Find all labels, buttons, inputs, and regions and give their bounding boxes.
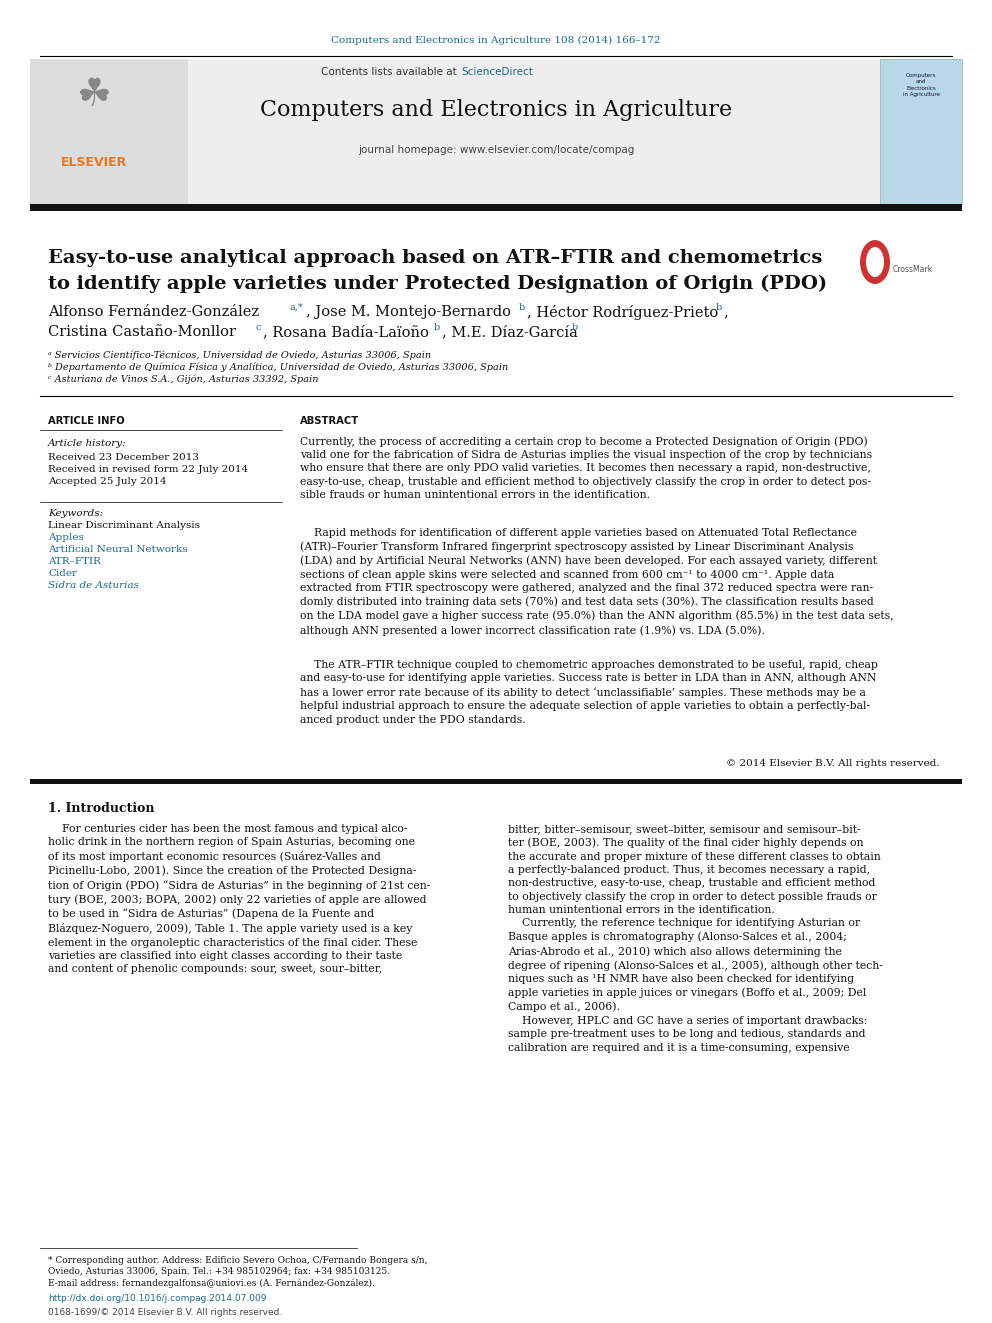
Text: b: b: [572, 323, 578, 332]
Text: ,: ,: [723, 306, 728, 319]
Text: Currently, the process of accrediting a certain crop to become a Protected Desig: Currently, the process of accrediting a …: [300, 437, 872, 500]
Text: journal homepage: www.elsevier.com/locate/compag: journal homepage: www.elsevier.com/locat…: [358, 146, 634, 155]
Text: Accepted 25 July 2014: Accepted 25 July 2014: [48, 476, 167, 486]
Text: Alfonso Fernández-González: Alfonso Fernández-González: [48, 306, 259, 319]
Bar: [30, 779, 962, 785]
Text: Keywords:: Keywords:: [48, 509, 103, 519]
Text: Computers
and
Electronics
in Agriculture: Computers and Electronics in Agriculture: [903, 73, 939, 97]
Text: Sidra de Asturias: Sidra de Asturias: [48, 582, 139, 590]
Text: ᵇ Departamento de Química Física y Analítica, Universidad de Oviedo, Asturias 33: ᵇ Departamento de Química Física y Analí…: [48, 363, 508, 372]
Text: For centuries cider has been the most famous and typical alco-
holic drink in th: For centuries cider has been the most fa…: [48, 824, 431, 974]
Text: The ATR–FTIR technique coupled to chemometric approaches demonstrated to be usef: The ATR–FTIR technique coupled to chemom…: [300, 660, 878, 725]
Text: http://dx.doi.org/10.1016/j.compag.2014.07.009: http://dx.doi.org/10.1016/j.compag.2014.…: [48, 1294, 267, 1303]
Text: ᵃ Servicios Científico-Técnicos, Universidad de Oviedo, Asturias 33006, Spain: ᵃ Servicios Científico-Técnicos, Univers…: [48, 351, 432, 360]
Text: b: b: [434, 323, 440, 332]
Bar: [880, 60, 962, 204]
Text: Contents lists available at: Contents lists available at: [321, 67, 460, 77]
Text: ARTICLE INFO: ARTICLE INFO: [48, 415, 125, 426]
Text: c: c: [255, 323, 261, 332]
Bar: [30, 60, 188, 204]
Text: ᶜ Asturiana de Vinos S.A., Gijón, Asturias 33392, Spain: ᶜ Asturiana de Vinos S.A., Gijón, Asturi…: [48, 374, 318, 384]
Ellipse shape: [866, 247, 884, 277]
Text: ABSTRACT: ABSTRACT: [300, 415, 359, 426]
Text: Computers and Electronics in Agriculture: Computers and Electronics in Agriculture: [260, 99, 732, 120]
Text: 0168-1699/© 2014 Elsevier B.V. All rights reserved.: 0168-1699/© 2014 Elsevier B.V. All right…: [48, 1308, 283, 1316]
Text: 1. Introduction: 1. Introduction: [48, 802, 155, 815]
Text: , Jose M. Montejo-Bernardo: , Jose M. Montejo-Bernardo: [306, 306, 511, 319]
Text: , Rosana Badía-Laïoño: , Rosana Badía-Laïoño: [263, 325, 429, 339]
Text: Computers and Electronics in Agriculture 108 (2014) 166–172: Computers and Electronics in Agriculture…: [331, 36, 661, 45]
Text: Rapid methods for identification of different apple varieties based on Attenuate: Rapid methods for identification of diff…: [300, 528, 894, 635]
Text: Cristina Castaño-Monllor: Cristina Castaño-Monllor: [48, 325, 236, 339]
Text: Apples: Apples: [48, 533, 84, 542]
Text: ELSEVIER: ELSEVIER: [61, 156, 127, 169]
Bar: [30, 204, 962, 210]
Text: b: b: [716, 303, 722, 311]
Text: b: b: [519, 303, 525, 311]
Text: Linear Discriminant Analysis: Linear Discriminant Analysis: [48, 521, 200, 531]
Text: © 2014 Elsevier B.V. All rights reserved.: © 2014 Elsevier B.V. All rights reserved…: [726, 759, 940, 769]
Text: CrossMark: CrossMark: [893, 266, 933, 274]
Text: Received 23 December 2013: Received 23 December 2013: [48, 452, 199, 462]
Text: , M.E. Díaz-García: , M.E. Díaz-García: [442, 325, 578, 339]
Text: ☘: ☘: [76, 75, 111, 114]
Text: Easy-to-use analytical approach based on ATR–FTIR and chemometrics: Easy-to-use analytical approach based on…: [48, 249, 822, 267]
Ellipse shape: [860, 239, 890, 284]
Text: Article history:: Article history:: [48, 439, 127, 448]
Text: Received in revised form 22 July 2014: Received in revised form 22 July 2014: [48, 464, 248, 474]
Text: to identify apple varieties under Protected Designation of Origin (PDO): to identify apple varieties under Protec…: [48, 275, 827, 294]
Text: Artificial Neural Networks: Artificial Neural Networks: [48, 545, 187, 554]
Text: * Corresponding author. Address: Edificio Severo Ochoa, C/Fernando Bongera s/n,
: * Corresponding author. Address: Edifici…: [48, 1256, 428, 1287]
Bar: [30, 60, 962, 204]
Text: ScienceDirect: ScienceDirect: [461, 67, 533, 77]
Text: bitter, bitter–semisour, sweet–bitter, semisour and semisour–bit-
ter (BOE, 2003: bitter, bitter–semisour, sweet–bitter, s…: [508, 824, 883, 1053]
Text: , Héctor Rodríguez-Prieto: , Héctor Rodríguez-Prieto: [527, 304, 718, 319]
Text: ATR–FTIR: ATR–FTIR: [48, 557, 101, 566]
Text: a,*: a,*: [290, 303, 304, 311]
Text: Cider: Cider: [48, 569, 77, 578]
